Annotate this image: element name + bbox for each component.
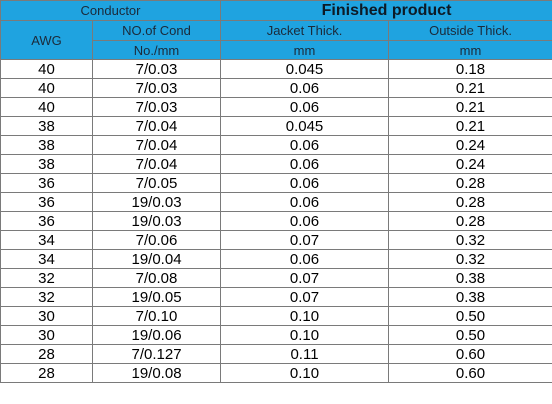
wire-spec-table: Conductor Finished product AWG NO.of Con… bbox=[0, 0, 552, 383]
table-row: 30 19/0.06 0.10 0.50 bbox=[0, 325, 552, 345]
conductor-header: Conductor bbox=[0, 0, 222, 21]
cond-cell: 7/0.03 bbox=[91, 59, 222, 79]
table-row: 32 19/0.05 0.07 0.38 bbox=[0, 287, 552, 307]
table-row: 36 19/0.03 0.06 0.28 bbox=[0, 192, 552, 212]
table-row: 38 7/0.04 0.06 0.24 bbox=[0, 135, 552, 155]
outside-cell: 0.28 bbox=[388, 211, 552, 231]
cond-unit-header: No./mm bbox=[91, 40, 222, 60]
awg-cell: 34 bbox=[0, 249, 93, 269]
outside-cell: 0.21 bbox=[388, 97, 552, 117]
outside-cell: 0.21 bbox=[388, 116, 552, 136]
outside-cell: 0.24 bbox=[388, 154, 552, 174]
table-row: 40 7/0.03 0.045 0.18 bbox=[0, 59, 552, 79]
cond-cell: 7/0.04 bbox=[91, 154, 222, 174]
awg-cell: 38 bbox=[0, 135, 93, 155]
table-row: 40 7/0.03 0.06 0.21 bbox=[0, 97, 552, 117]
table-row: 40 7/0.03 0.06 0.21 bbox=[0, 78, 552, 98]
table-row: 28 7/0.127 0.11 0.60 bbox=[0, 344, 552, 364]
awg-cell: 32 bbox=[0, 287, 93, 307]
table-row: 38 7/0.04 0.06 0.24 bbox=[0, 154, 552, 174]
cond-cell: 7/0.127 bbox=[91, 344, 222, 364]
table-row: 38 7/0.04 0.045 0.21 bbox=[0, 116, 552, 136]
awg-cell: 38 bbox=[0, 154, 93, 174]
outside-cell: 0.21 bbox=[388, 78, 552, 98]
outside-cell: 0.32 bbox=[388, 230, 552, 250]
outside-cell: 0.18 bbox=[388, 59, 552, 79]
cond-cell: 7/0.04 bbox=[91, 135, 222, 155]
jacket-cell: 0.07 bbox=[220, 230, 390, 250]
table-row: 28 19/0.08 0.10 0.60 bbox=[0, 363, 552, 383]
outside-cell: 0.50 bbox=[388, 306, 552, 326]
cond-cell: 7/0.05 bbox=[91, 173, 222, 193]
jacket-cell: 0.10 bbox=[220, 363, 390, 383]
awg-header: AWG bbox=[0, 20, 93, 60]
jacket-unit-header: mm bbox=[220, 40, 390, 60]
awg-cell: 36 bbox=[0, 173, 93, 193]
no-of-cond-header: NO.of Cond bbox=[91, 20, 222, 41]
outside-cell: 0.60 bbox=[388, 363, 552, 383]
awg-cell: 34 bbox=[0, 230, 93, 250]
cond-cell: 19/0.05 bbox=[91, 287, 222, 307]
jacket-cell: 0.07 bbox=[220, 268, 390, 288]
cond-cell: 19/0.03 bbox=[91, 192, 222, 212]
jacket-thick-header: Jacket Thick. bbox=[220, 20, 390, 41]
outside-cell: 0.50 bbox=[388, 325, 552, 345]
awg-cell: 30 bbox=[0, 306, 93, 326]
finished-product-header: Finished product bbox=[220, 0, 552, 21]
jacket-cell: 0.06 bbox=[220, 249, 390, 269]
awg-cell: 40 bbox=[0, 59, 93, 79]
outside-cell: 0.24 bbox=[388, 135, 552, 155]
cond-cell: 7/0.10 bbox=[91, 306, 222, 326]
cond-cell: 7/0.03 bbox=[91, 97, 222, 117]
cond-cell: 7/0.08 bbox=[91, 268, 222, 288]
jacket-cell: 0.045 bbox=[220, 59, 390, 79]
cond-cell: 7/0.03 bbox=[91, 78, 222, 98]
jacket-cell: 0.06 bbox=[220, 135, 390, 155]
outside-thick-header: Outside Thick. bbox=[388, 20, 552, 41]
awg-cell: 28 bbox=[0, 363, 93, 383]
awg-cell: 40 bbox=[0, 78, 93, 98]
table-row: 30 7/0.10 0.10 0.50 bbox=[0, 306, 552, 326]
jacket-cell: 0.06 bbox=[220, 192, 390, 212]
jacket-cell: 0.045 bbox=[220, 116, 390, 136]
outside-cell: 0.28 bbox=[388, 173, 552, 193]
cond-cell: 19/0.04 bbox=[91, 249, 222, 269]
awg-cell: 30 bbox=[0, 325, 93, 345]
jacket-cell: 0.11 bbox=[220, 344, 390, 364]
cond-cell: 19/0.06 bbox=[91, 325, 222, 345]
jacket-cell: 0.07 bbox=[220, 287, 390, 307]
outside-cell: 0.28 bbox=[388, 192, 552, 212]
outside-cell: 0.32 bbox=[388, 249, 552, 269]
table-row: 36 19/0.03 0.06 0.28 bbox=[0, 211, 552, 231]
jacket-cell: 0.06 bbox=[220, 154, 390, 174]
awg-cell: 28 bbox=[0, 344, 93, 364]
cond-cell: 19/0.08 bbox=[91, 363, 222, 383]
jacket-cell: 0.10 bbox=[220, 306, 390, 326]
outside-cell: 0.38 bbox=[388, 287, 552, 307]
jacket-cell: 0.06 bbox=[220, 97, 390, 117]
table-row: 34 7/0.06 0.07 0.32 bbox=[0, 230, 552, 250]
table-row: 36 7/0.05 0.06 0.28 bbox=[0, 173, 552, 193]
awg-cell: 38 bbox=[0, 116, 93, 136]
awg-cell: 36 bbox=[0, 192, 93, 212]
outside-unit-header: mm bbox=[388, 40, 552, 60]
cond-cell: 19/0.03 bbox=[91, 211, 222, 231]
outside-cell: 0.60 bbox=[388, 344, 552, 364]
awg-cell: 36 bbox=[0, 211, 93, 231]
jacket-cell: 0.06 bbox=[220, 78, 390, 98]
outside-cell: 0.38 bbox=[388, 268, 552, 288]
awg-cell: 40 bbox=[0, 97, 93, 117]
awg-cell: 32 bbox=[0, 268, 93, 288]
table-header: Conductor Finished product AWG NO.of Con… bbox=[0, 0, 552, 60]
jacket-cell: 0.06 bbox=[220, 173, 390, 193]
jacket-cell: 0.10 bbox=[220, 325, 390, 345]
jacket-cell: 0.06 bbox=[220, 211, 390, 231]
table-row: 34 19/0.04 0.06 0.32 bbox=[0, 249, 552, 269]
cond-cell: 7/0.06 bbox=[91, 230, 222, 250]
table-body: 40 7/0.03 0.045 0.18 40 7/0.03 0.06 0.21 40 7/0.0… bbox=[0, 59, 552, 383]
table-row: 32 7/0.08 0.07 0.38 bbox=[0, 268, 552, 288]
cond-cell: 7/0.04 bbox=[91, 116, 222, 136]
